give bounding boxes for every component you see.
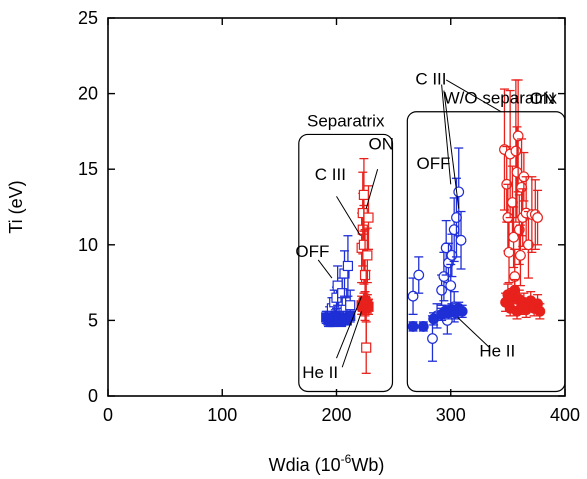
annotation-label: OFF xyxy=(416,154,450,173)
data-point xyxy=(509,278,521,302)
leader-line xyxy=(336,296,363,359)
plot-frame xyxy=(107,17,566,397)
region-label: Separatrix xyxy=(307,111,385,130)
x-axis-label-main: Wdia (10 xyxy=(269,455,341,475)
x-axis-label: Wdia (10-6Wb) xyxy=(269,452,385,475)
x-tick-label: 200 xyxy=(321,405,351,425)
annotation-label: He II xyxy=(302,363,338,382)
annotation-label: OFF xyxy=(295,242,329,261)
y-tick-label: 25 xyxy=(78,8,98,28)
data-point xyxy=(407,321,419,332)
y-tick-label: 20 xyxy=(78,84,98,104)
y-tick-label: 0 xyxy=(88,386,98,406)
x-axis-label-unit: Wb) xyxy=(351,455,384,475)
plot-data xyxy=(321,79,546,374)
data-point xyxy=(413,256,425,294)
y-tick-label: 15 xyxy=(78,159,98,179)
data-point xyxy=(407,277,419,316)
y-tick-label: 5 xyxy=(88,310,98,330)
data-point xyxy=(534,303,546,320)
data-point xyxy=(417,321,429,332)
data-point xyxy=(342,235,354,297)
axes: 0 100 200 300 400 0 5 10 15 20 25 xyxy=(78,8,580,425)
data-point xyxy=(361,321,372,374)
annotation-label: ON xyxy=(530,89,556,108)
leader-line xyxy=(341,311,363,368)
leader-line xyxy=(441,84,452,185)
x-axis-label-exponent: -6 xyxy=(341,452,352,466)
x-tick-label: 0 xyxy=(103,405,113,425)
data-point xyxy=(532,189,543,246)
y-tick-label: 10 xyxy=(78,235,98,255)
x-tick-label: 400 xyxy=(550,405,580,425)
data-point xyxy=(512,79,524,193)
data-point xyxy=(455,210,467,270)
region-box xyxy=(298,133,394,393)
data-point xyxy=(428,312,440,326)
y-axis-label: Ti (eV) xyxy=(6,180,26,233)
data-point xyxy=(345,309,356,323)
data-point xyxy=(456,304,468,319)
data-point xyxy=(362,227,373,284)
x-tick-label: 100 xyxy=(207,405,237,425)
annotation-label: He II xyxy=(479,342,515,361)
leader-line xyxy=(336,196,361,236)
leader-line xyxy=(365,169,379,209)
leader-line xyxy=(457,317,490,348)
annotations: ON C III OFF He II C III OFF ON He II xyxy=(295,70,555,382)
region-label: W/O separatrix xyxy=(444,89,558,108)
data-point xyxy=(363,185,374,250)
leader-line xyxy=(443,90,460,209)
leader-line xyxy=(445,79,502,113)
data-point xyxy=(359,291,371,311)
region-boxes: Separatrix W/O separatrix xyxy=(298,89,566,393)
leader-line xyxy=(317,259,333,279)
x-tick-label: 300 xyxy=(436,405,466,425)
annotation-label: ON xyxy=(368,135,394,154)
annotation-label: C III xyxy=(315,165,346,184)
annotation-label: C III xyxy=(415,70,446,89)
